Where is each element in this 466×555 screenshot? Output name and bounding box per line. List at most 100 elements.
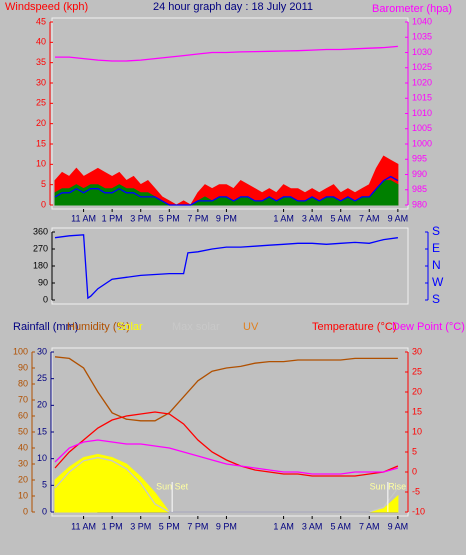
y2-tick-label: 20 [412,386,422,396]
x-tick-label: 3 AM [302,521,323,531]
y-tick-label: 90 [38,277,48,287]
x-tick-label: 5 AM [330,521,351,531]
y-tick-label: 80 [18,378,28,388]
y-tick-label: 0 [23,506,28,516]
y2-tick-label: 10 [412,426,422,436]
y2-tick-label: 5 [412,446,417,456]
y3-tick-label: 30 [37,346,47,356]
y2-tick-label: S [432,224,440,238]
y-tick-label: 70 [18,394,28,404]
legend-label: Max solar [172,321,220,333]
y2-tick-label: 1025 [412,62,432,72]
y2-tick-label: 1030 [412,47,432,57]
x-tick-label: 7 PM [187,213,208,223]
x-tick-label: 9 PM [216,213,237,223]
y-tick-label: 0 [41,199,46,209]
y2-tick-label: E [432,241,440,255]
y-tick-label: 20 [18,474,28,484]
y2-tick-label: 995 [412,154,427,164]
legend-label: Temperature (°C) [312,321,396,333]
y-tick-label: 180 [33,260,48,270]
y2-axis-title: Barometer (hpa) [372,3,452,15]
legend-label: Humidity (%) [67,321,130,333]
x-tick-label: 5 PM [159,521,180,531]
series-line [55,45,398,62]
x-tick-label: 7 PM [187,521,208,531]
y2-tick-label: 1010 [412,108,432,118]
x-tick-label: 7 AM [359,213,380,223]
y-tick-label: 20 [36,118,46,128]
series-line [54,456,399,513]
legend-label: Solar [117,321,143,333]
y-axis-title: Windspeed (kph) [5,1,88,13]
y-tick-label: 60 [18,410,28,420]
x-tick-label: 1 AM [273,213,294,223]
y2-tick-label: 980 [412,199,427,209]
x-tick-label: 9 AM [388,213,409,223]
y-tick-label: 360 [33,226,48,236]
y-tick-label: 30 [18,458,28,468]
legend-label: Rainfall (mm) [13,321,78,333]
x-tick-label: 1 AM [273,521,294,531]
annotation: Sun Set [156,481,189,491]
y2-tick-label: 990 [412,169,427,179]
plot-frame [51,227,409,305]
series-line [54,439,399,475]
y2-tick-label: 1020 [412,77,432,87]
series-line [54,411,399,477]
y-tick-label: 35 [36,57,46,67]
chart-title: 24 hour graph day : 18 July 2011 [153,1,313,13]
y-tick-label: 5 [41,179,46,189]
y2-tick-label: 1015 [412,93,432,103]
legend-label: UV [243,321,259,333]
y2-tick-label: S [432,292,440,306]
y2-tick-label: 25 [412,366,422,376]
y3-tick-label: 5 [42,480,47,490]
y2-tick-label: -10 [412,506,425,516]
y-tick-label: 270 [33,243,48,253]
y2-tick-label: 985 [412,184,427,194]
x-tick-label: 5 PM [159,213,180,223]
x-tick-label: 3 AM [302,213,323,223]
x-tick-label: 5 AM [330,213,351,223]
y2-tick-label: 0 [412,466,417,476]
series-area [54,453,399,513]
y2-tick-label: 15 [412,406,422,416]
series-line [54,356,398,422]
y-tick-label: 100 [13,346,28,356]
legend-label: Dew Point (°C) [392,321,465,333]
y3-tick-label: 25 [37,373,47,383]
y2-tick-label: N [432,258,441,272]
y-tick-label: 40 [18,442,28,452]
y-tick-label: 25 [36,98,46,108]
y2-tick-label: W [432,275,444,289]
x-tick-label: 11 AM [71,521,96,531]
y-tick-label: 30 [36,77,46,87]
y2-tick-label: 1035 [412,32,432,42]
series-line [54,234,398,300]
y2-tick-label: 1040 [412,16,432,26]
y2-tick-label: 30 [412,346,422,356]
y-tick-label: 45 [36,16,46,26]
y2-tick-label: -5 [412,486,420,496]
y3-tick-label: 10 [37,453,47,463]
y3-tick-label: 0 [42,506,47,516]
y-tick-label: 10 [18,490,28,500]
x-tick-label: 9 AM [388,521,409,531]
y-tick-label: 10 [36,159,46,169]
y-tick-label: 50 [18,426,28,436]
x-tick-label: 3 PM [130,213,151,223]
x-tick-label: 1 PM [102,521,123,531]
y3-tick-label: 15 [37,426,47,436]
x-tick-label: 3 PM [130,521,151,531]
x-tick-label: 9 PM [216,521,237,531]
x-tick-label: 7 AM [359,521,380,531]
annotation: Sun Rise [370,481,407,491]
y-tick-label: 40 [36,37,46,47]
y2-tick-label: 1000 [412,138,432,148]
y-tick-label: 0 [43,294,48,304]
x-tick-label: 11 AM [71,213,96,223]
x-tick-label: 1 PM [102,213,123,223]
y-tick-label: 90 [18,362,28,372]
